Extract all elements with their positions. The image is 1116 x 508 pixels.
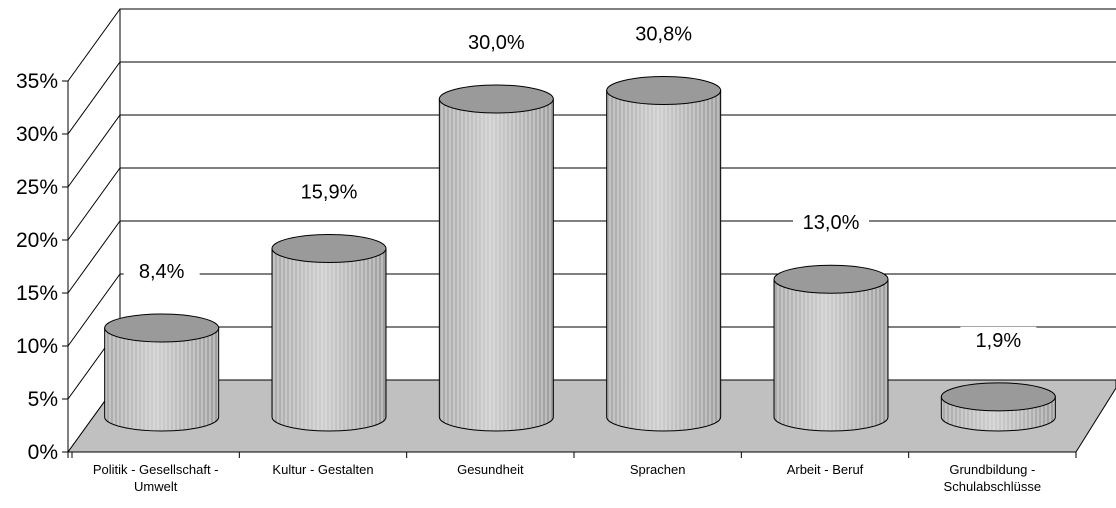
x-tick-label: Grundbildung - Schulabschlüsse bbox=[944, 462, 1042, 494]
data-label: 1,9% bbox=[976, 330, 1022, 352]
gridlines bbox=[67, 8, 1116, 453]
data-label: 30,0% bbox=[468, 32, 525, 54]
data-labels: 8,4% 15,9% 30,0% 30,8% 13,0% 1,9% bbox=[123, 20, 1037, 353]
bar-body-outline bbox=[438, 98, 554, 432]
data-label: 30,8% bbox=[635, 24, 692, 46]
gridline bbox=[67, 167, 1116, 241]
y-tick-label: 0% bbox=[28, 441, 58, 464]
y-tick-label: 30% bbox=[16, 123, 58, 146]
bar-top bbox=[438, 84, 554, 114]
x-tick-label-line: Umwelt bbox=[134, 479, 178, 494]
bar-body-outline bbox=[271, 247, 387, 432]
data-label-bg bbox=[458, 29, 535, 55]
bar-body-outline bbox=[606, 90, 722, 432]
bar-body-outline bbox=[773, 278, 889, 432]
x-tick-label: Sprachen bbox=[630, 462, 686, 477]
x-tick-label: Arbeit - Beruf bbox=[787, 462, 864, 477]
x-tick-label-line: Arbeit - Beruf bbox=[787, 462, 864, 477]
data-label-bg bbox=[960, 326, 1037, 353]
data-label: 15,9% bbox=[301, 181, 358, 203]
bar-top bbox=[606, 76, 722, 106]
bar bbox=[773, 264, 889, 432]
gridline bbox=[67, 220, 1116, 294]
bar bbox=[940, 382, 1056, 432]
axes: 0% 5% 10% 15% 20% 25% 30% 35% Politik - Gesellsc… bbox=[16, 70, 1077, 494]
data-label-bg bbox=[123, 257, 200, 284]
data-label: 13,0% bbox=[803, 212, 860, 234]
bar bbox=[104, 313, 220, 432]
data-label: 8,4% bbox=[139, 261, 185, 283]
bar-top bbox=[773, 264, 889, 294]
y-tick-label: 15% bbox=[16, 282, 58, 305]
data-label-bg bbox=[625, 20, 702, 47]
y-tick-label: 35% bbox=[16, 70, 58, 93]
x-tick-label-line: Schulabschlüsse bbox=[944, 479, 1042, 494]
x-tick-label: Gesundheit bbox=[457, 462, 524, 477]
y-tick-label: 10% bbox=[16, 335, 58, 358]
bar-top bbox=[104, 313, 220, 343]
data-label-bg bbox=[291, 178, 367, 205]
y-tick-label: 5% bbox=[28, 388, 58, 411]
gridline bbox=[67, 273, 1116, 347]
x-tick-label-line: Gesundheit bbox=[457, 462, 524, 477]
x-tick-label-line: Politik - Gesellschaft - bbox=[93, 462, 219, 477]
gridline bbox=[67, 8, 1116, 82]
gridline bbox=[67, 114, 1116, 188]
bars bbox=[104, 76, 1056, 432]
x-tick-label: Kultur - Gestalten bbox=[272, 462, 373, 477]
x-tick-label-line: Sprachen bbox=[630, 462, 686, 477]
bar-body-outline bbox=[104, 327, 220, 432]
bar-top bbox=[271, 233, 387, 263]
bar-top bbox=[940, 382, 1056, 412]
y-tick-label: 25% bbox=[16, 176, 58, 199]
bar bbox=[271, 233, 387, 432]
bar bbox=[438, 84, 554, 432]
data-label-bg bbox=[793, 209, 869, 236]
gridline bbox=[67, 61, 1116, 135]
x-tick-label: Politik - Gesellschaft - Umwelt bbox=[93, 462, 219, 494]
y-tick-label: 20% bbox=[16, 229, 58, 252]
x-tick-label-line: Grundbildung - bbox=[949, 462, 1035, 477]
bar bbox=[606, 76, 722, 432]
x-tick-label-line: Kultur - Gestalten bbox=[272, 462, 373, 477]
